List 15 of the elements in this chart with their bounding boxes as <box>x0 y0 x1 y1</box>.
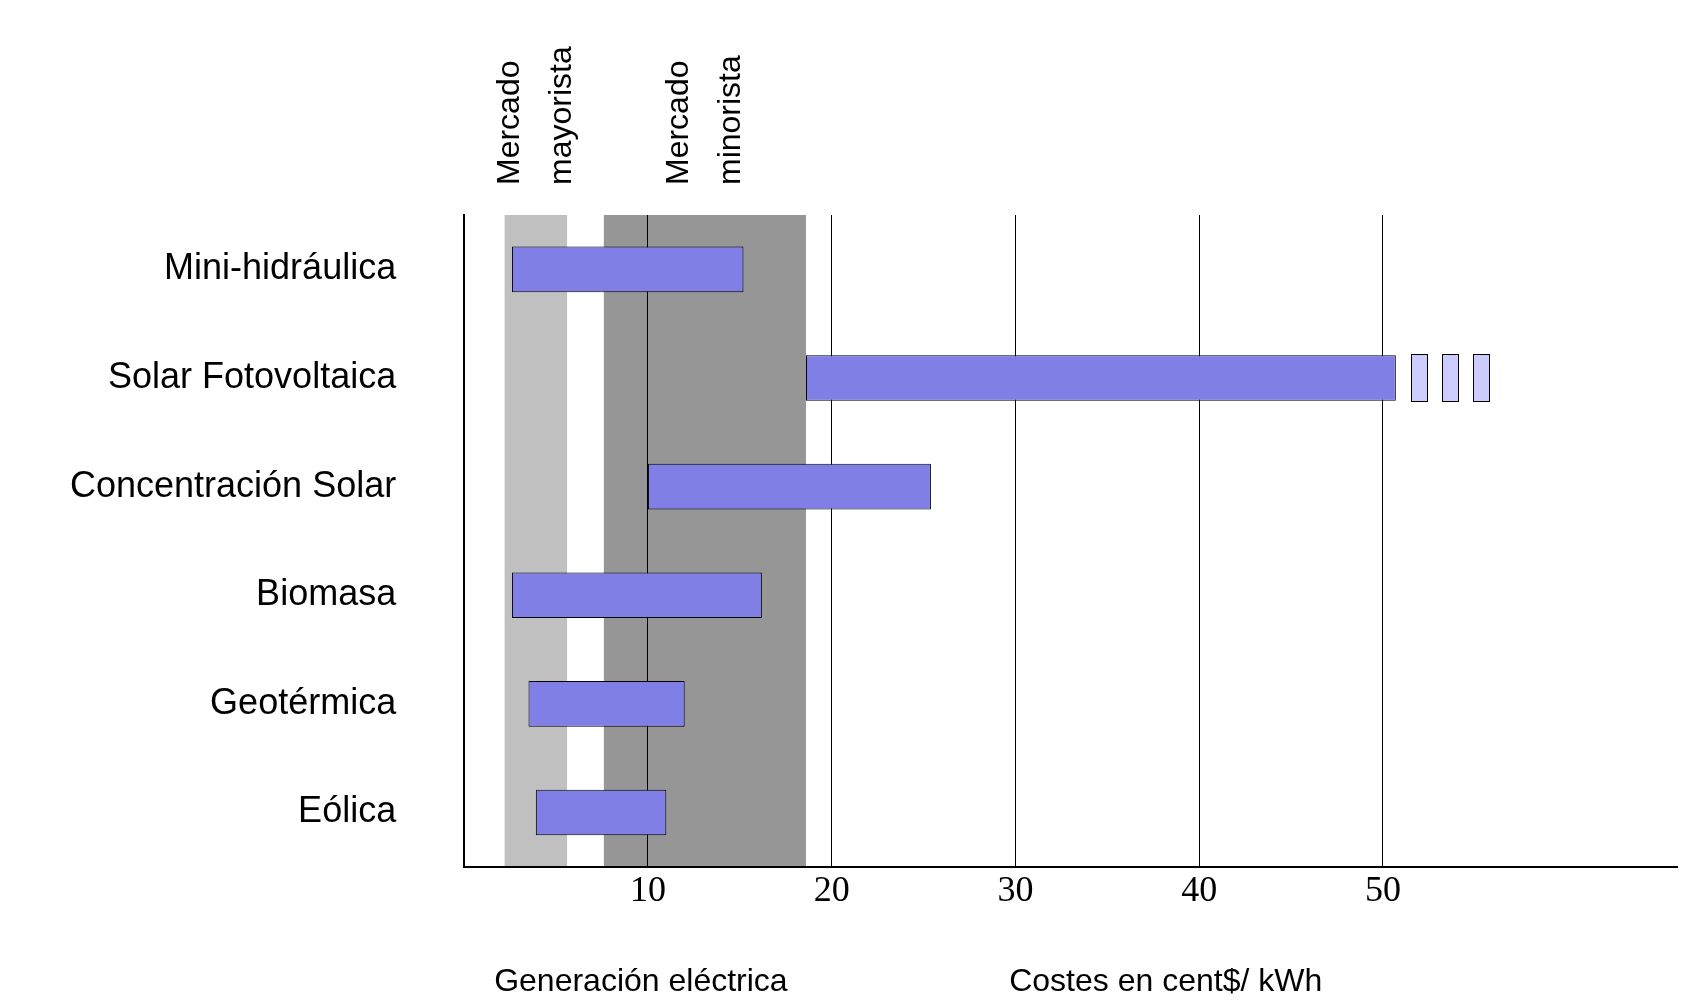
x-axis-title: Costes en cent$/ kWh <box>1009 961 1323 998</box>
x-tick-label: 20 <box>813 868 850 909</box>
band-label: Mercado mayorista <box>489 46 578 185</box>
y-tick-label: Eólica <box>298 789 398 831</box>
y-tick-label: Solar Fotovoltaica <box>108 354 398 396</box>
y-tick-label: Concentración Solar <box>69 463 397 505</box>
y-tick-label: Geotérmica <box>210 680 398 722</box>
band-label: Mercado minorista <box>658 54 747 185</box>
y-tick-label: Mini-hidráulica <box>164 246 398 288</box>
x-tick-label: 10 <box>629 868 666 909</box>
x-tick-label: 40 <box>1181 868 1218 909</box>
text: Generación eléctrica <box>494 961 788 998</box>
x-tick-label: 50 <box>1364 868 1401 909</box>
x-tick-label: 30 <box>997 868 1034 909</box>
y-tick-label: Biomasa <box>256 572 398 614</box>
